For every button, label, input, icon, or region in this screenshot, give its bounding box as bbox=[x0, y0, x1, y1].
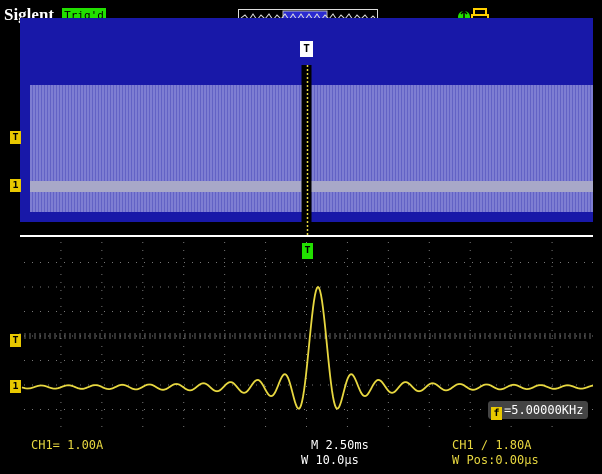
ch1-trace bbox=[21, 285, 594, 410]
ch1-scale: CH1= 1.00A bbox=[31, 438, 104, 452]
trigger-level-marker-top: T bbox=[10, 131, 21, 144]
channel1-marker-top: 1 bbox=[10, 179, 21, 192]
window-timebase: W 10.0µs bbox=[301, 453, 359, 467]
bottom-status-bar: CH1= 1.00A M 2.50ms W 10.0µs CH1 ∕ 1.80A… bbox=[0, 436, 602, 474]
trigger-info: CH1 ∕ 1.80A bbox=[452, 438, 532, 452]
trigger-marker-top: T bbox=[300, 41, 313, 57]
main-waveform-region bbox=[20, 65, 593, 237]
window-position: W Pos:0.00µs bbox=[452, 453, 539, 467]
frequency-readout: f =5.00000KHz bbox=[488, 401, 588, 420]
trigger-marker-zoom: T bbox=[302, 243, 313, 259]
channel1-marker-zoom: 1 bbox=[10, 380, 21, 393]
trigger-level-marker-zoom: T bbox=[10, 334, 21, 347]
main-timebase: M 2.50ms bbox=[311, 438, 369, 452]
f-icon: f bbox=[491, 407, 502, 420]
